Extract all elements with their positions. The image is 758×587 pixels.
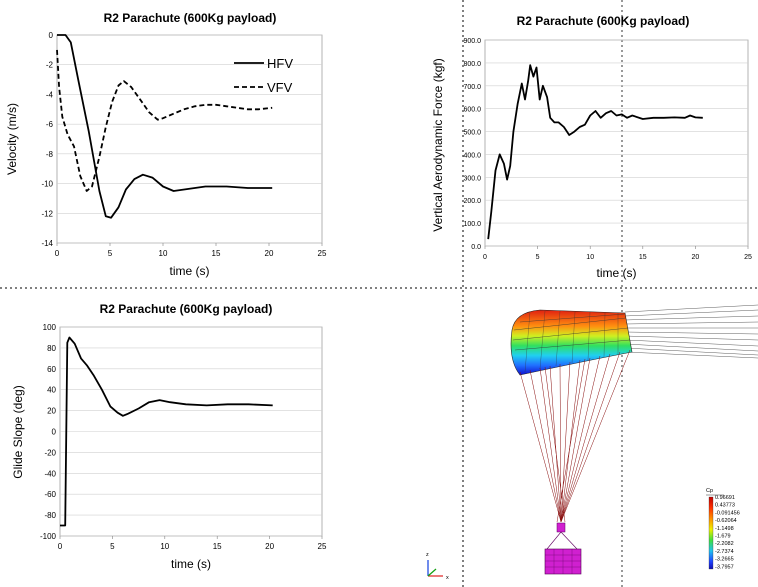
colorbar-label: -2.7374 — [715, 549, 734, 555]
x-tick-label: 5 — [110, 542, 115, 551]
y-tick-label: -100 — [40, 532, 57, 541]
x-tick-label: 25 — [318, 249, 327, 258]
suspension-lines — [519, 349, 631, 523]
y-tick-label: -2 — [46, 61, 54, 70]
y-tick-label: -20 — [44, 448, 56, 457]
y-tick-label: 100 — [43, 323, 57, 332]
x-axis-label: time (s) — [171, 557, 211, 571]
y-tick-label: -6 — [46, 120, 54, 129]
x-axis-label: time (s) — [170, 264, 210, 278]
riser-connector — [556, 522, 566, 533]
colorbar-scale — [708, 496, 714, 570]
x-tick-label: 15 — [213, 542, 222, 551]
x-tick-label: 25 — [744, 254, 752, 261]
chart-title: R2 Parachute (600Kg payload) — [517, 14, 690, 28]
y-tick-label: 20 — [47, 407, 56, 416]
colorbar-label: -1.1498 — [715, 526, 734, 532]
y-axis-label: Glide Slope (deg) — [11, 385, 25, 478]
y-tick-label: -12 — [41, 209, 53, 218]
colorbar-label: -0.091456 — [715, 510, 740, 516]
y-tick-label: 300.0 — [463, 175, 481, 182]
x-tick-label: 15 — [212, 249, 221, 258]
y-tick-label: 900.0 — [463, 38, 481, 45]
x-tick-label: 10 — [586, 254, 594, 261]
colorbar-label: -2.2082 — [715, 541, 734, 547]
mesh-lines — [624, 304, 758, 359]
series-line-vfv — [56, 49, 273, 192]
legend-label: VFV — [267, 80, 293, 95]
y-tick-label: 0.0 — [471, 244, 481, 251]
plot-area — [484, 39, 749, 247]
series-line-force — [487, 64, 703, 240]
x-tick-label: 10 — [160, 542, 169, 551]
canopy — [510, 309, 633, 376]
triad-x-label: x — [446, 575, 449, 581]
legend: HFV VFV — [234, 56, 293, 95]
x-tick-label: 10 — [159, 249, 168, 258]
y-tick-label: 200.0 — [463, 198, 481, 205]
y-tick-label: 800.0 — [463, 61, 481, 68]
y-tick-label: -8 — [46, 150, 54, 159]
axes-triad: z x — [426, 552, 449, 581]
colorbar-label: -3.7957 — [715, 564, 734, 570]
series-line-glide-slope — [60, 336, 273, 527]
y-tick-label: 80 — [47, 344, 56, 353]
y-tick-label: -80 — [44, 511, 56, 520]
x-tick-label: 0 — [55, 249, 60, 258]
y-tick-label: -4 — [46, 90, 54, 99]
x-tick-label: 20 — [265, 249, 274, 258]
colorbar-label: -0.62064 — [715, 518, 737, 524]
colorbar-label: -1.679 — [715, 534, 731, 540]
y-tick-label: 100.0 — [463, 221, 481, 228]
x-tick-label: 5 — [108, 249, 113, 258]
x-axis-label: time (s) — [597, 266, 637, 280]
chart-title: R2 Parachute (600Kg payload) — [104, 11, 277, 25]
y-tick-label: 700.0 — [463, 84, 481, 91]
x-tick-label: 25 — [318, 542, 327, 551]
y-tick-label: -10 — [41, 180, 53, 189]
legend-label: HFV — [267, 56, 293, 71]
velocity-chart: R2 Parachute (600Kg payload) 0 -2 -4 -6 -8 -10… — [5, 11, 327, 278]
y-tick-label: 60 — [47, 365, 56, 374]
y-tick-label: 400.0 — [463, 152, 481, 159]
y-tick-label: 40 — [47, 386, 56, 395]
y-tick-label: 600.0 — [463, 107, 481, 114]
y-tick-label: -60 — [44, 490, 56, 499]
x-tick-label: 15 — [639, 254, 647, 261]
colorbar-label: 0.43773 — [715, 503, 735, 509]
x-tick-label: 5 — [536, 254, 540, 261]
y-tick-label: -14 — [41, 239, 53, 248]
chart-title: R2 Parachute (600Kg payload) — [100, 302, 273, 316]
y-tick-label: 500.0 — [463, 130, 481, 137]
series-line-hfv — [57, 34, 273, 219]
y-tick-label: -40 — [44, 469, 56, 478]
colorbar-title: Cp — [706, 488, 713, 494]
y-tick-label: 0 — [52, 428, 57, 437]
triad-z-label: z — [426, 552, 429, 558]
x-tick-label: 0 — [58, 542, 63, 551]
y-tick-label: 0 — [49, 31, 54, 40]
parachute-simulation-image: Cp 0.96691 0.43773-0.091456 -0.62064 -1.149… — [426, 304, 758, 581]
x-tick-label: 20 — [265, 542, 274, 551]
force-chart: R2 Parachute (600Kg payload) 0.0 100.0 200.… — [431, 14, 752, 280]
y-axis-label: Vertical Aerodynamic Force (kgf) — [431, 58, 445, 231]
x-tick-label: 20 — [692, 254, 700, 261]
colorbar-label: -3.2665 — [715, 557, 734, 563]
colorbar-label: 0.96691 — [715, 495, 735, 501]
y-axis-label: Velocity (m/s) — [5, 103, 19, 175]
colorbar-labels: 0.96691 0.43773-0.091456 -0.62064 -1.1498 -1… — [715, 495, 740, 570]
glide-slope-chart: R2 Parachute (600Kg payload)100806040200… — [11, 302, 327, 571]
x-tick-label: 0 — [483, 254, 487, 261]
